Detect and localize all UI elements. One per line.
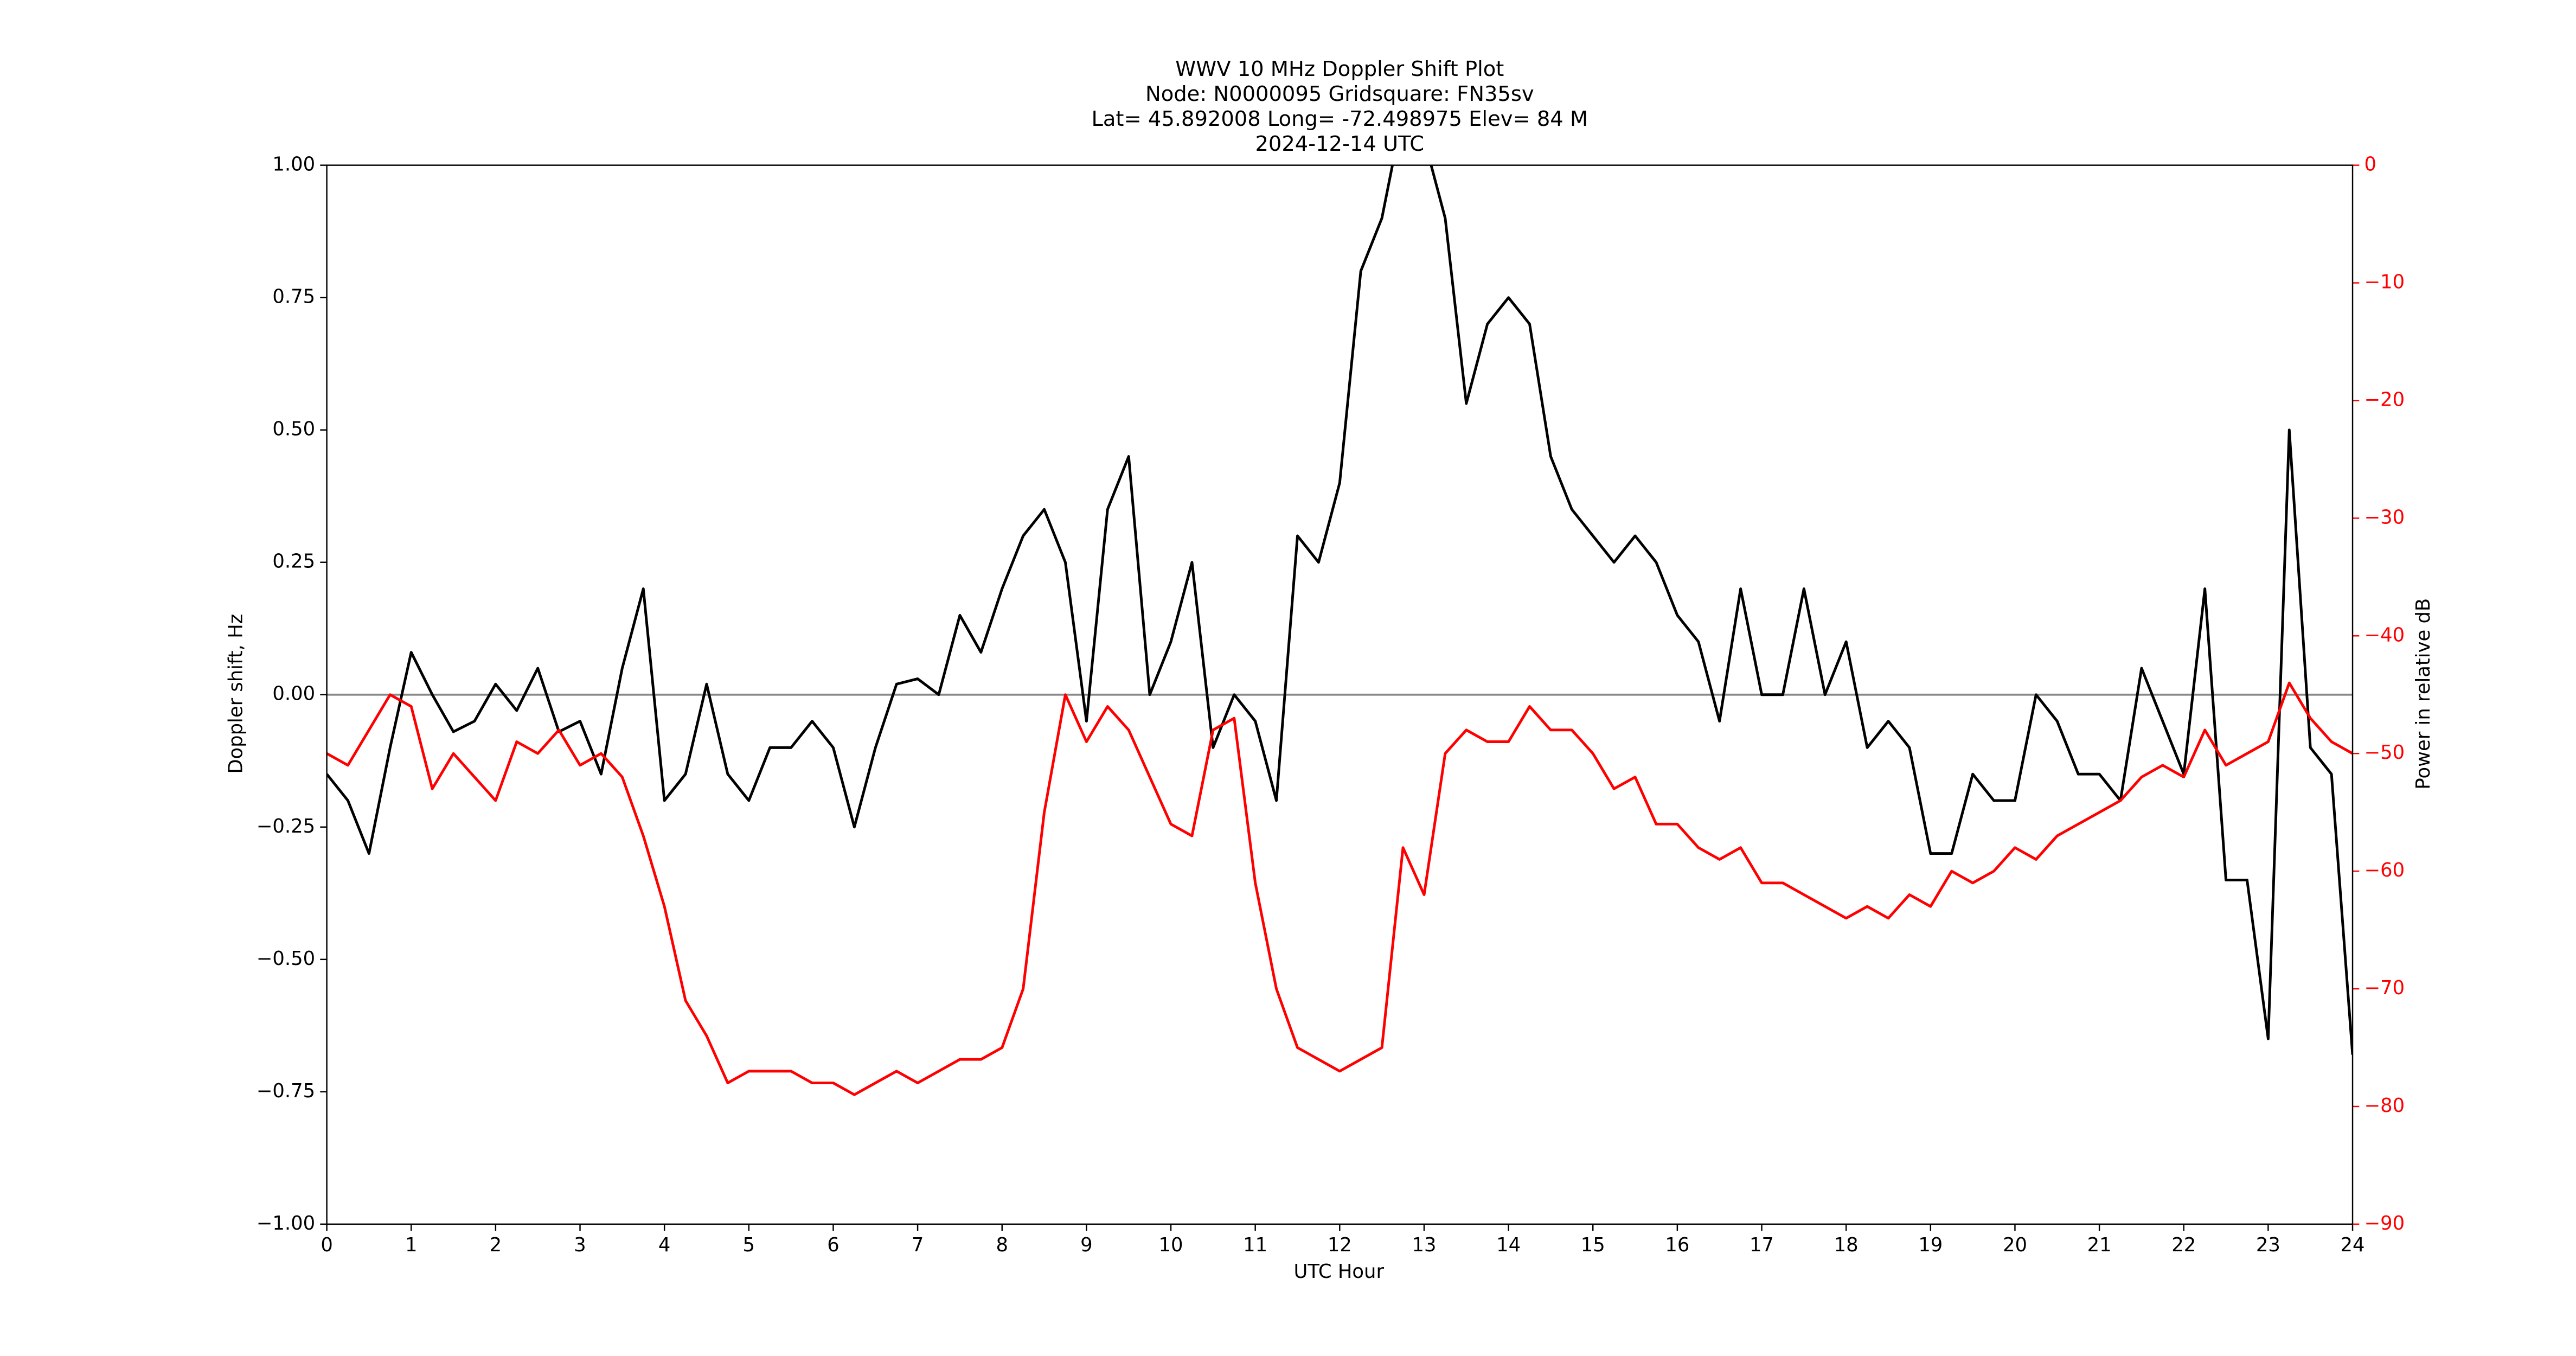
x-tick-label: 3 <box>574 1234 586 1256</box>
y-tick-label: 0.00 <box>272 683 315 705</box>
x-tick-label: 20 <box>2003 1234 2027 1256</box>
x-tick-label: 5 <box>743 1234 755 1256</box>
y2-tick-label: −20 <box>2364 388 2405 411</box>
chart-title: 2024-12-14 UTC <box>1255 132 1424 156</box>
x-tick-label: 9 <box>1080 1234 1093 1256</box>
x-tick-label: 14 <box>1496 1234 1521 1256</box>
x-tick-label: 15 <box>1581 1234 1605 1256</box>
chart-title: Node: N0000095 Gridsquare: FN35sv <box>1145 82 1534 106</box>
y-axis-label: Doppler shift, Hz <box>225 614 247 774</box>
x-tick-label: 19 <box>1918 1234 1943 1256</box>
x-tick-label: 6 <box>827 1234 840 1256</box>
x-tick-label: 10 <box>1159 1234 1183 1256</box>
x-tick-label: 22 <box>2171 1234 2196 1256</box>
y-tick-label: 0.25 <box>272 551 315 573</box>
y2-tick-label: −50 <box>2364 741 2405 764</box>
x-tick-label: 16 <box>1665 1234 1689 1256</box>
y2-tick-label: −80 <box>2364 1095 2405 1117</box>
y-tick-label: −0.75 <box>257 1080 315 1102</box>
y-tick-label: −0.25 <box>257 815 315 837</box>
x-tick-label: 24 <box>2341 1234 2365 1256</box>
plot-area <box>326 165 2353 1096</box>
y-tick-label: −1.00 <box>257 1212 315 1235</box>
chart-title: Lat= 45.892008 Long= -72.498975 Elev= 84… <box>1091 107 1588 131</box>
y2-tick-label: −10 <box>2364 271 2405 293</box>
y2-tick-label: 0 <box>2364 153 2377 176</box>
y2-tick-label: −30 <box>2364 506 2405 528</box>
y2-tick-label: −70 <box>2364 977 2405 999</box>
plot-frame <box>326 164 2354 1225</box>
x-tick-label: 8 <box>996 1234 1008 1256</box>
x-tick-label: 12 <box>1328 1234 1352 1256</box>
x-tick-label: 1 <box>405 1234 418 1256</box>
x-tick-label: 11 <box>1243 1234 1267 1256</box>
y2-tick-label: −60 <box>2364 859 2405 881</box>
chart-title: WWV 10 MHz Doppler Shift Plot <box>1175 57 1504 81</box>
y-tick-label: −0.50 <box>257 948 315 970</box>
x-tick-label: 23 <box>2256 1234 2280 1256</box>
x-tick-label: 21 <box>2087 1234 2112 1256</box>
x-tick-label: 4 <box>658 1234 671 1256</box>
y2-tick-label: −90 <box>2364 1212 2405 1235</box>
y2-tick-label: −40 <box>2364 624 2405 646</box>
x-tick-label: 13 <box>1412 1234 1436 1256</box>
series-line <box>326 165 2353 1055</box>
y-tick-label: 0.75 <box>272 286 315 308</box>
x-tick-label: 18 <box>1834 1234 1859 1256</box>
x-tick-label: 17 <box>1750 1234 1774 1256</box>
y2-axis-label: Power in relative dB <box>2412 598 2434 790</box>
x-axis-label: UTC Hour <box>1294 1261 1385 1283</box>
x-tick-label: 7 <box>912 1234 924 1256</box>
x-tick-label: 2 <box>490 1234 502 1256</box>
x-tick-label: 0 <box>321 1234 333 1256</box>
series-line <box>326 681 2353 1096</box>
y-tick-label: 1.00 <box>272 153 315 176</box>
y-tick-label: 0.50 <box>272 418 315 440</box>
